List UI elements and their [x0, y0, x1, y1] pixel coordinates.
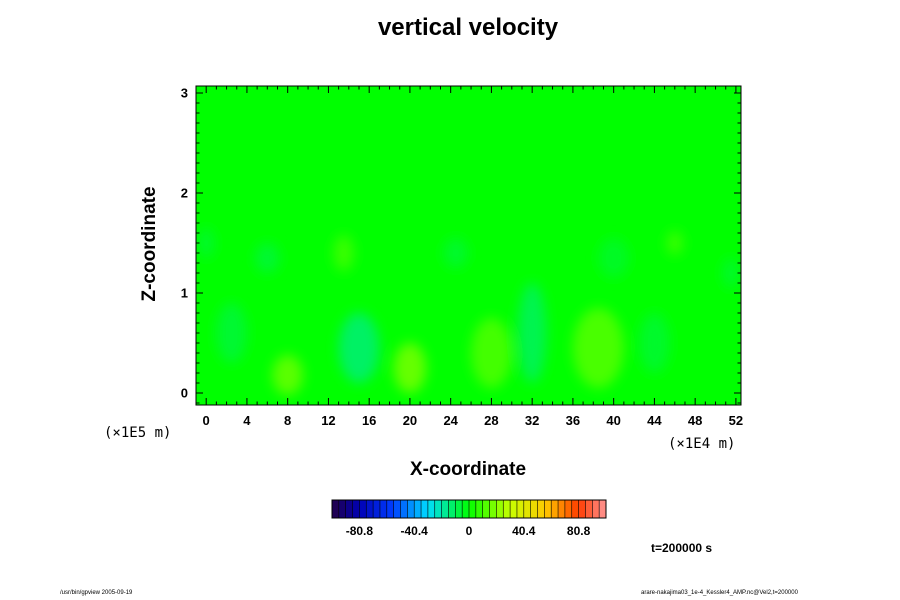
x-tick-label: 12	[321, 413, 336, 428]
colorbar-swatch	[455, 500, 463, 518]
x-axis-label: X-coordinate	[409, 459, 527, 480]
x-tick-label: 32	[524, 413, 540, 428]
x-tick-label: 4	[243, 413, 251, 428]
x-tick-label: 28	[484, 413, 499, 428]
plot-frame	[195, 85, 742, 406]
colorbar-swatch	[489, 500, 497, 518]
velocity-cell	[639, 313, 670, 373]
y-tick-label: 1	[180, 285, 188, 301]
colorbar-swatch	[599, 500, 607, 518]
colorbar-swatch	[338, 500, 346, 518]
colorbar-swatch	[386, 500, 394, 518]
x-tick-label: 8	[284, 413, 292, 428]
colorbar-swatch	[530, 500, 538, 518]
colorbar-swatch	[551, 500, 559, 518]
velocity-cell	[216, 303, 247, 363]
velocity-cell	[666, 231, 683, 255]
x-tick-label: 36	[565, 413, 581, 428]
x-tick-label: 16	[361, 413, 377, 428]
colorbar-swatch	[558, 500, 566, 518]
colorbar-swatch	[475, 500, 483, 518]
colorbar-swatch	[585, 500, 593, 518]
colorbar-swatch	[379, 500, 388, 518]
colorbar-swatch	[469, 500, 477, 518]
colorbar-swatch	[427, 500, 436, 518]
colorbar-tick-label: 0	[465, 524, 473, 538]
colorbar-swatch	[564, 500, 573, 518]
colorbar-tick-label: 80.8	[566, 524, 591, 538]
colorbar-tick-label: -40.4	[400, 524, 428, 538]
velocity-cell	[443, 238, 468, 268]
colorbar-swatch	[496, 500, 504, 518]
colorbar-swatch	[571, 500, 579, 518]
colorbar-swatch	[482, 500, 490, 518]
x-tick-label: 40	[606, 413, 621, 428]
colorbar-frame	[331, 499, 607, 519]
colorbar-swatch	[373, 500, 381, 518]
colorbar-swatch	[414, 500, 422, 518]
colorbar-swatch	[462, 500, 470, 518]
footer-left: /usr/bin/gpview 2005-09-19	[60, 590, 133, 596]
colorbar-swatch	[393, 500, 401, 518]
colorbar-swatch	[578, 500, 586, 518]
colorbar-swatch	[366, 500, 374, 518]
colorbar-swatch	[400, 500, 408, 518]
colorbar-swatch	[503, 500, 511, 518]
colorbar-swatch	[332, 500, 340, 518]
colorbar-swatch	[421, 500, 429, 518]
colorbar-swatch	[359, 500, 367, 518]
velocity-cell	[272, 355, 303, 395]
colorbar-swatch	[441, 500, 449, 518]
x-tick-label: 24	[443, 413, 458, 428]
x-tick-label: 20	[402, 413, 418, 428]
y-tick-label: 2	[180, 185, 188, 201]
colorbar-swatch	[434, 500, 442, 518]
x-tick-label: 52	[728, 413, 744, 428]
colorbar-swatch	[448, 500, 456, 518]
colorbar-tick-label: 40.4	[512, 524, 536, 538]
colorbar-swatch	[592, 500, 600, 518]
colorbar-swatch	[544, 500, 552, 518]
velocity-cell	[598, 238, 629, 278]
footer-right: arare-nakajima03_1e-4_Kessler4_AMP.nc@Ve…	[641, 590, 798, 596]
colorbar-tick-label: -80.8	[345, 524, 374, 538]
velocity-cell	[198, 228, 215, 258]
velocity-field-plot	[198, 228, 739, 395]
velocity-cell	[338, 313, 380, 383]
y-axis-label: Z-coordinate	[139, 186, 160, 302]
y-tick-label: 3	[180, 85, 188, 101]
chart-title: vertical velocity	[377, 14, 559, 41]
colorbar-swatch	[407, 500, 415, 518]
velocity-cell	[393, 343, 427, 393]
x-tick-label: 0	[202, 413, 210, 428]
velocity-field	[196, 86, 741, 405]
colorbar-swatch	[510, 500, 518, 518]
colorbar	[331, 499, 607, 519]
velocity-cell	[333, 235, 354, 271]
velocity-cell	[471, 318, 512, 388]
x-tick-label: 48	[687, 413, 703, 428]
x-axis-unit: (×1E4 m)	[668, 436, 736, 452]
velocity-cell	[255, 243, 280, 273]
colorbar-swatch	[516, 500, 525, 518]
y-tick-label: 0	[180, 385, 188, 401]
time-stamp: t=200000 s	[651, 541, 713, 555]
colorbar-swatch	[537, 500, 545, 518]
y-axis-unit: (×1E5 m)	[104, 425, 172, 441]
colorbar-swatch	[345, 500, 353, 518]
velocity-cell	[517, 283, 547, 383]
velocity-cell	[572, 308, 624, 388]
colorbar-swatch	[523, 500, 531, 518]
colorbar-swatch	[352, 500, 360, 518]
x-tick-label: 44	[647, 413, 662, 428]
velocity-cell	[722, 258, 739, 288]
